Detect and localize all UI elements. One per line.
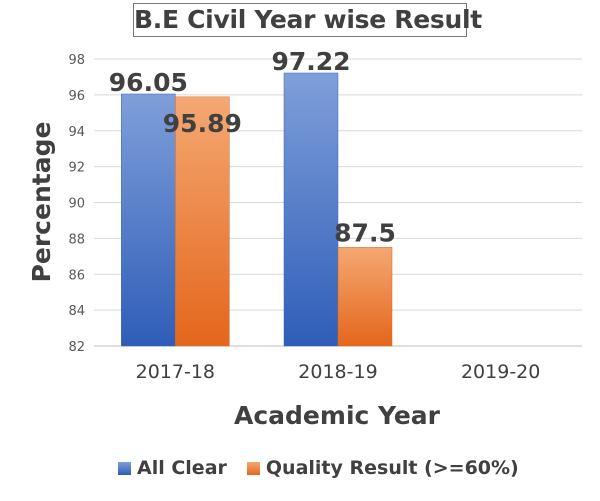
y-tick-label: 86	[68, 268, 85, 283]
data-label: 96.05	[109, 68, 188, 97]
bar-quality-result-2017-18	[175, 96, 230, 347]
bar-all-clear-2018-19	[283, 72, 339, 347]
y-tick-label: 98	[68, 53, 85, 68]
x-tick-label: 2019-20	[461, 361, 540, 383]
data-label: 97.22	[271, 47, 350, 76]
y-tick-label: 92	[68, 161, 85, 176]
data-label: 87.5	[334, 218, 396, 247]
chart-legend: All Clear Quality Result (>=60%)	[118, 455, 539, 481]
y-tick-label: 94	[68, 125, 85, 140]
legend-label-quality-result: Quality Result (>=60%)	[265, 457, 519, 479]
bar-chart: 82 84 86 88 90 92 94 96 98 2017-18 96.05 95.89 2018-…	[27, 47, 582, 430]
y-tick-label: 88	[68, 232, 85, 247]
y-axis-label: Percentage	[27, 122, 56, 283]
legend-item-all-clear: All Clear	[118, 457, 227, 479]
legend-item-quality-result: Quality Result (>=60%)	[246, 457, 519, 479]
bar-all-clear-2017-18	[121, 93, 176, 347]
data-label: 95.89	[163, 109, 242, 138]
legend-swatch-all-clear	[118, 461, 131, 475]
y-tick-label: 90	[68, 197, 85, 212]
chart-title: B.E Civil Year wise Result	[133, 3, 482, 37]
x-tick-label: 2017-18	[136, 361, 215, 383]
y-tick-label: 96	[68, 89, 85, 104]
legend-swatch-quality-result	[246, 461, 260, 475]
bar-quality-result-2018-19	[337, 247, 393, 347]
x-axis-label: Academic Year	[234, 401, 441, 430]
legend-label-all-clear: All Clear	[137, 457, 227, 479]
y-tick-label: 82	[68, 340, 85, 355]
y-tick-label: 84	[68, 304, 85, 319]
x-tick-label: 2018-19	[298, 361, 377, 383]
